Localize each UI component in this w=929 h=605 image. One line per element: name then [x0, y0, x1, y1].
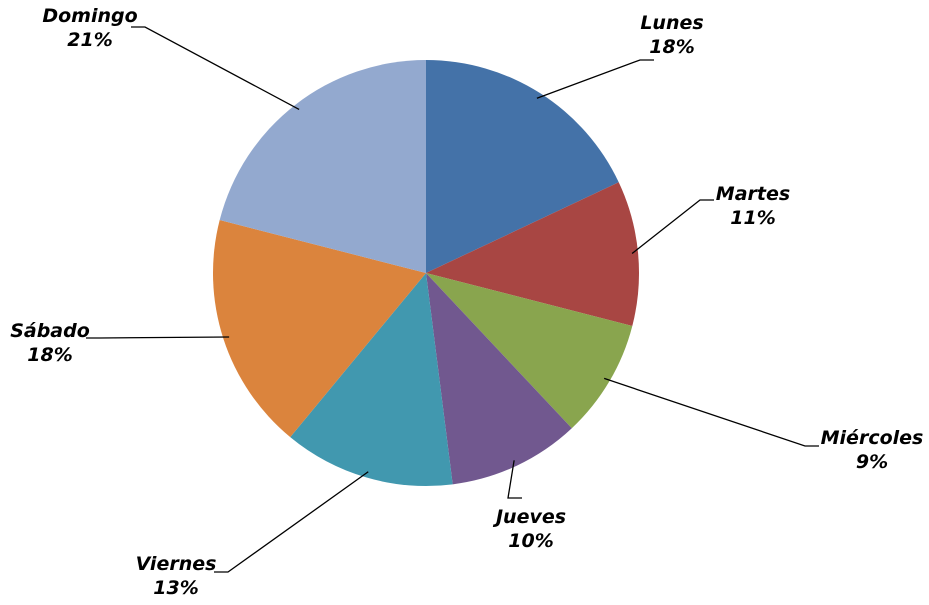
leader-lines — [86, 26, 819, 573]
pie-slices — [212, 60, 639, 486]
leader-line — [86, 336, 230, 339]
slice-category-label: Miércoles — [821, 427, 924, 449]
slice-labels: Lunes18%Martes11%Miércoles9%Jueves10%Vie… — [10, 5, 923, 599]
pie-slice-viernes — [290, 273, 453, 486]
leader-line — [603, 377, 819, 447]
slice-percent-label: 11% — [730, 207, 775, 229]
slice-category-label: Viernes — [136, 553, 217, 575]
leader-line — [536, 59, 654, 99]
slice-category-label: Lunes — [640, 12, 703, 34]
slice-percent-label: 18% — [27, 344, 72, 366]
leader-line — [507, 460, 522, 499]
pie-slice-miercoles — [426, 273, 633, 429]
pie-slice-martes — [426, 182, 639, 326]
slice-percent-label: 13% — [153, 577, 198, 599]
slice-percent-label: 9% — [856, 451, 888, 473]
slice-category-label: Jueves — [492, 506, 566, 528]
slice-percent-label: 10% — [508, 530, 553, 552]
leader-line — [214, 471, 369, 573]
pie-slice-sabado — [212, 220, 426, 438]
pie-slice-lunes — [426, 60, 619, 273]
leader-line — [631, 199, 714, 255]
slice-category-label: Sábado — [10, 320, 90, 342]
pie-slice-domingo — [219, 60, 426, 273]
pie-slice-jueves — [426, 273, 572, 485]
slice-category-label: Domingo — [42, 5, 137, 27]
slice-category-label: Martes — [716, 183, 790, 205]
slice-percent-label: 18% — [649, 36, 694, 58]
slice-percent-label: 21% — [67, 29, 112, 51]
leader-line — [131, 26, 300, 111]
